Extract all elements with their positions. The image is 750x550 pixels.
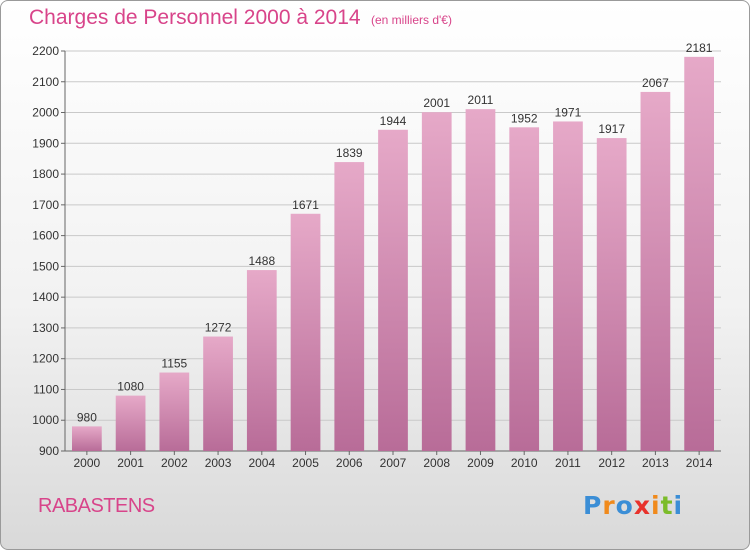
logo-letter: o xyxy=(615,491,634,520)
x-tick-label: 2001 xyxy=(117,456,144,470)
bar xyxy=(71,426,102,451)
bar xyxy=(334,162,365,452)
proxiti-logo: Proxiti xyxy=(583,491,683,520)
data-label: 1080 xyxy=(117,380,144,394)
data-label: 1488 xyxy=(248,254,275,268)
bar xyxy=(465,109,496,452)
x-tick-label: 2002 xyxy=(161,456,188,470)
data-label: 2001 xyxy=(423,96,450,110)
y-tick-label: 2100 xyxy=(32,75,59,89)
data-label: 1917 xyxy=(598,122,625,136)
bar xyxy=(246,270,277,451)
y-tick-label: 2200 xyxy=(32,44,59,58)
y-tick-label: 1000 xyxy=(32,413,59,427)
x-tick-label: 2006 xyxy=(336,456,363,470)
chart-subtitle: (en milliers d'€) xyxy=(371,13,452,27)
y-tick-label: 1800 xyxy=(32,167,59,181)
data-label: 2067 xyxy=(642,76,669,90)
bar xyxy=(421,112,452,451)
logo-letter: t xyxy=(660,491,674,520)
x-tick-label: 2007 xyxy=(380,456,407,470)
bar xyxy=(596,138,627,452)
y-tick-label: 1400 xyxy=(32,290,59,304)
logo-letter: i xyxy=(651,491,661,520)
data-label: 980 xyxy=(77,410,97,424)
bars xyxy=(71,56,715,452)
bar xyxy=(553,121,583,451)
data-label: 1272 xyxy=(205,321,232,335)
data-label: 1952 xyxy=(511,111,538,125)
x-tick-label: 2012 xyxy=(598,456,625,470)
y-tick-label: 1300 xyxy=(32,321,59,335)
city-name: RABASTENS xyxy=(38,495,155,517)
logo-letter: r xyxy=(602,491,616,520)
x-tick-label: 2004 xyxy=(248,456,275,470)
data-label: 2181 xyxy=(686,41,713,55)
x-tick-label: 2000 xyxy=(74,456,101,470)
chart-title: Charges de Personnel 2000 à 2014 xyxy=(29,6,361,29)
data-label: 1971 xyxy=(555,105,582,119)
bar xyxy=(159,372,190,451)
logo-letter: x xyxy=(633,491,651,520)
bar xyxy=(684,56,715,451)
logo-letter: i xyxy=(673,491,684,520)
y-tick-label: 900 xyxy=(39,444,59,458)
bar xyxy=(290,213,321,451)
data-label: 1839 xyxy=(336,146,363,160)
bar xyxy=(378,129,408,451)
y-tick-label: 2000 xyxy=(32,106,59,120)
y-tick-label: 1700 xyxy=(32,198,59,212)
x-tick-label: 2010 xyxy=(511,456,538,470)
data-label: 1155 xyxy=(161,357,187,371)
data-label: 2011 xyxy=(468,93,494,107)
bar xyxy=(203,336,233,451)
x-tick-label: 2008 xyxy=(423,456,450,470)
labels: 900 1000 1100 1200 1300 1400 1500 1600 1700 1800 1… xyxy=(32,41,713,470)
bar xyxy=(509,127,540,452)
x-tick-label: 2014 xyxy=(686,456,713,470)
x-tick-label: 2009 xyxy=(467,456,494,470)
y-tick-label: 1200 xyxy=(32,352,59,366)
x-tick-label: 2013 xyxy=(642,456,669,470)
y-tick-label: 1900 xyxy=(32,136,59,150)
data-label: 1671 xyxy=(292,198,319,212)
x-tick-label: 2011 xyxy=(555,456,581,470)
y-tick-label: 1100 xyxy=(33,382,59,396)
bar xyxy=(115,395,146,451)
y-tick-label: 1600 xyxy=(32,229,59,243)
bar xyxy=(640,91,671,451)
x-tick-label: 2005 xyxy=(292,456,319,470)
logo-letter: P xyxy=(583,491,603,520)
data-label: 1944 xyxy=(380,114,407,128)
x-tick-label: 2003 xyxy=(205,456,232,470)
y-tick-label: 1500 xyxy=(32,259,59,273)
